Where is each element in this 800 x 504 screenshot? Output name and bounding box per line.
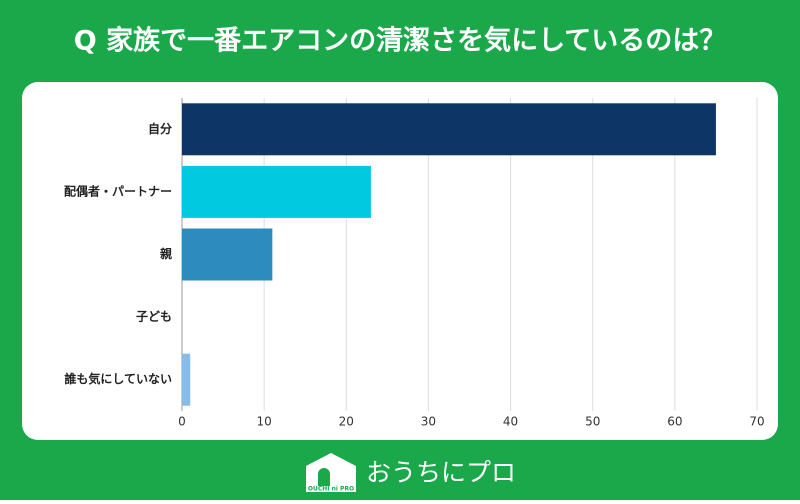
logo-icon bbox=[306, 453, 356, 492]
bar bbox=[182, 165, 371, 218]
bar bbox=[182, 228, 273, 281]
y-tick-label: 親 bbox=[160, 246, 172, 261]
x-tick-label: 30 bbox=[421, 415, 436, 429]
y-tick-label: 配偶者・パートナー bbox=[64, 183, 172, 198]
y-tick-label: 子ども bbox=[136, 310, 172, 324]
brand-name: おうちにプロ bbox=[366, 458, 516, 487]
bar bbox=[182, 103, 716, 156]
bar bbox=[182, 353, 191, 406]
x-tick-label: 50 bbox=[585, 415, 600, 429]
chart-title: Q 家族で一番エアコンの清潔さを気にしているのは？ bbox=[74, 25, 727, 57]
y-tick-label: 自分 bbox=[148, 121, 172, 136]
logo-text: OUCHI ni PRO bbox=[308, 486, 354, 493]
x-tick-label: 60 bbox=[667, 415, 682, 429]
x-tick-label: 70 bbox=[749, 415, 764, 429]
x-tick-label: 10 bbox=[257, 415, 272, 429]
x-tick-label: 40 bbox=[503, 415, 518, 429]
x-tick-label: 20 bbox=[339, 415, 354, 429]
y-tick-label: 誰も気にしていない bbox=[64, 371, 172, 386]
x-tick-label: 0 bbox=[178, 415, 186, 429]
